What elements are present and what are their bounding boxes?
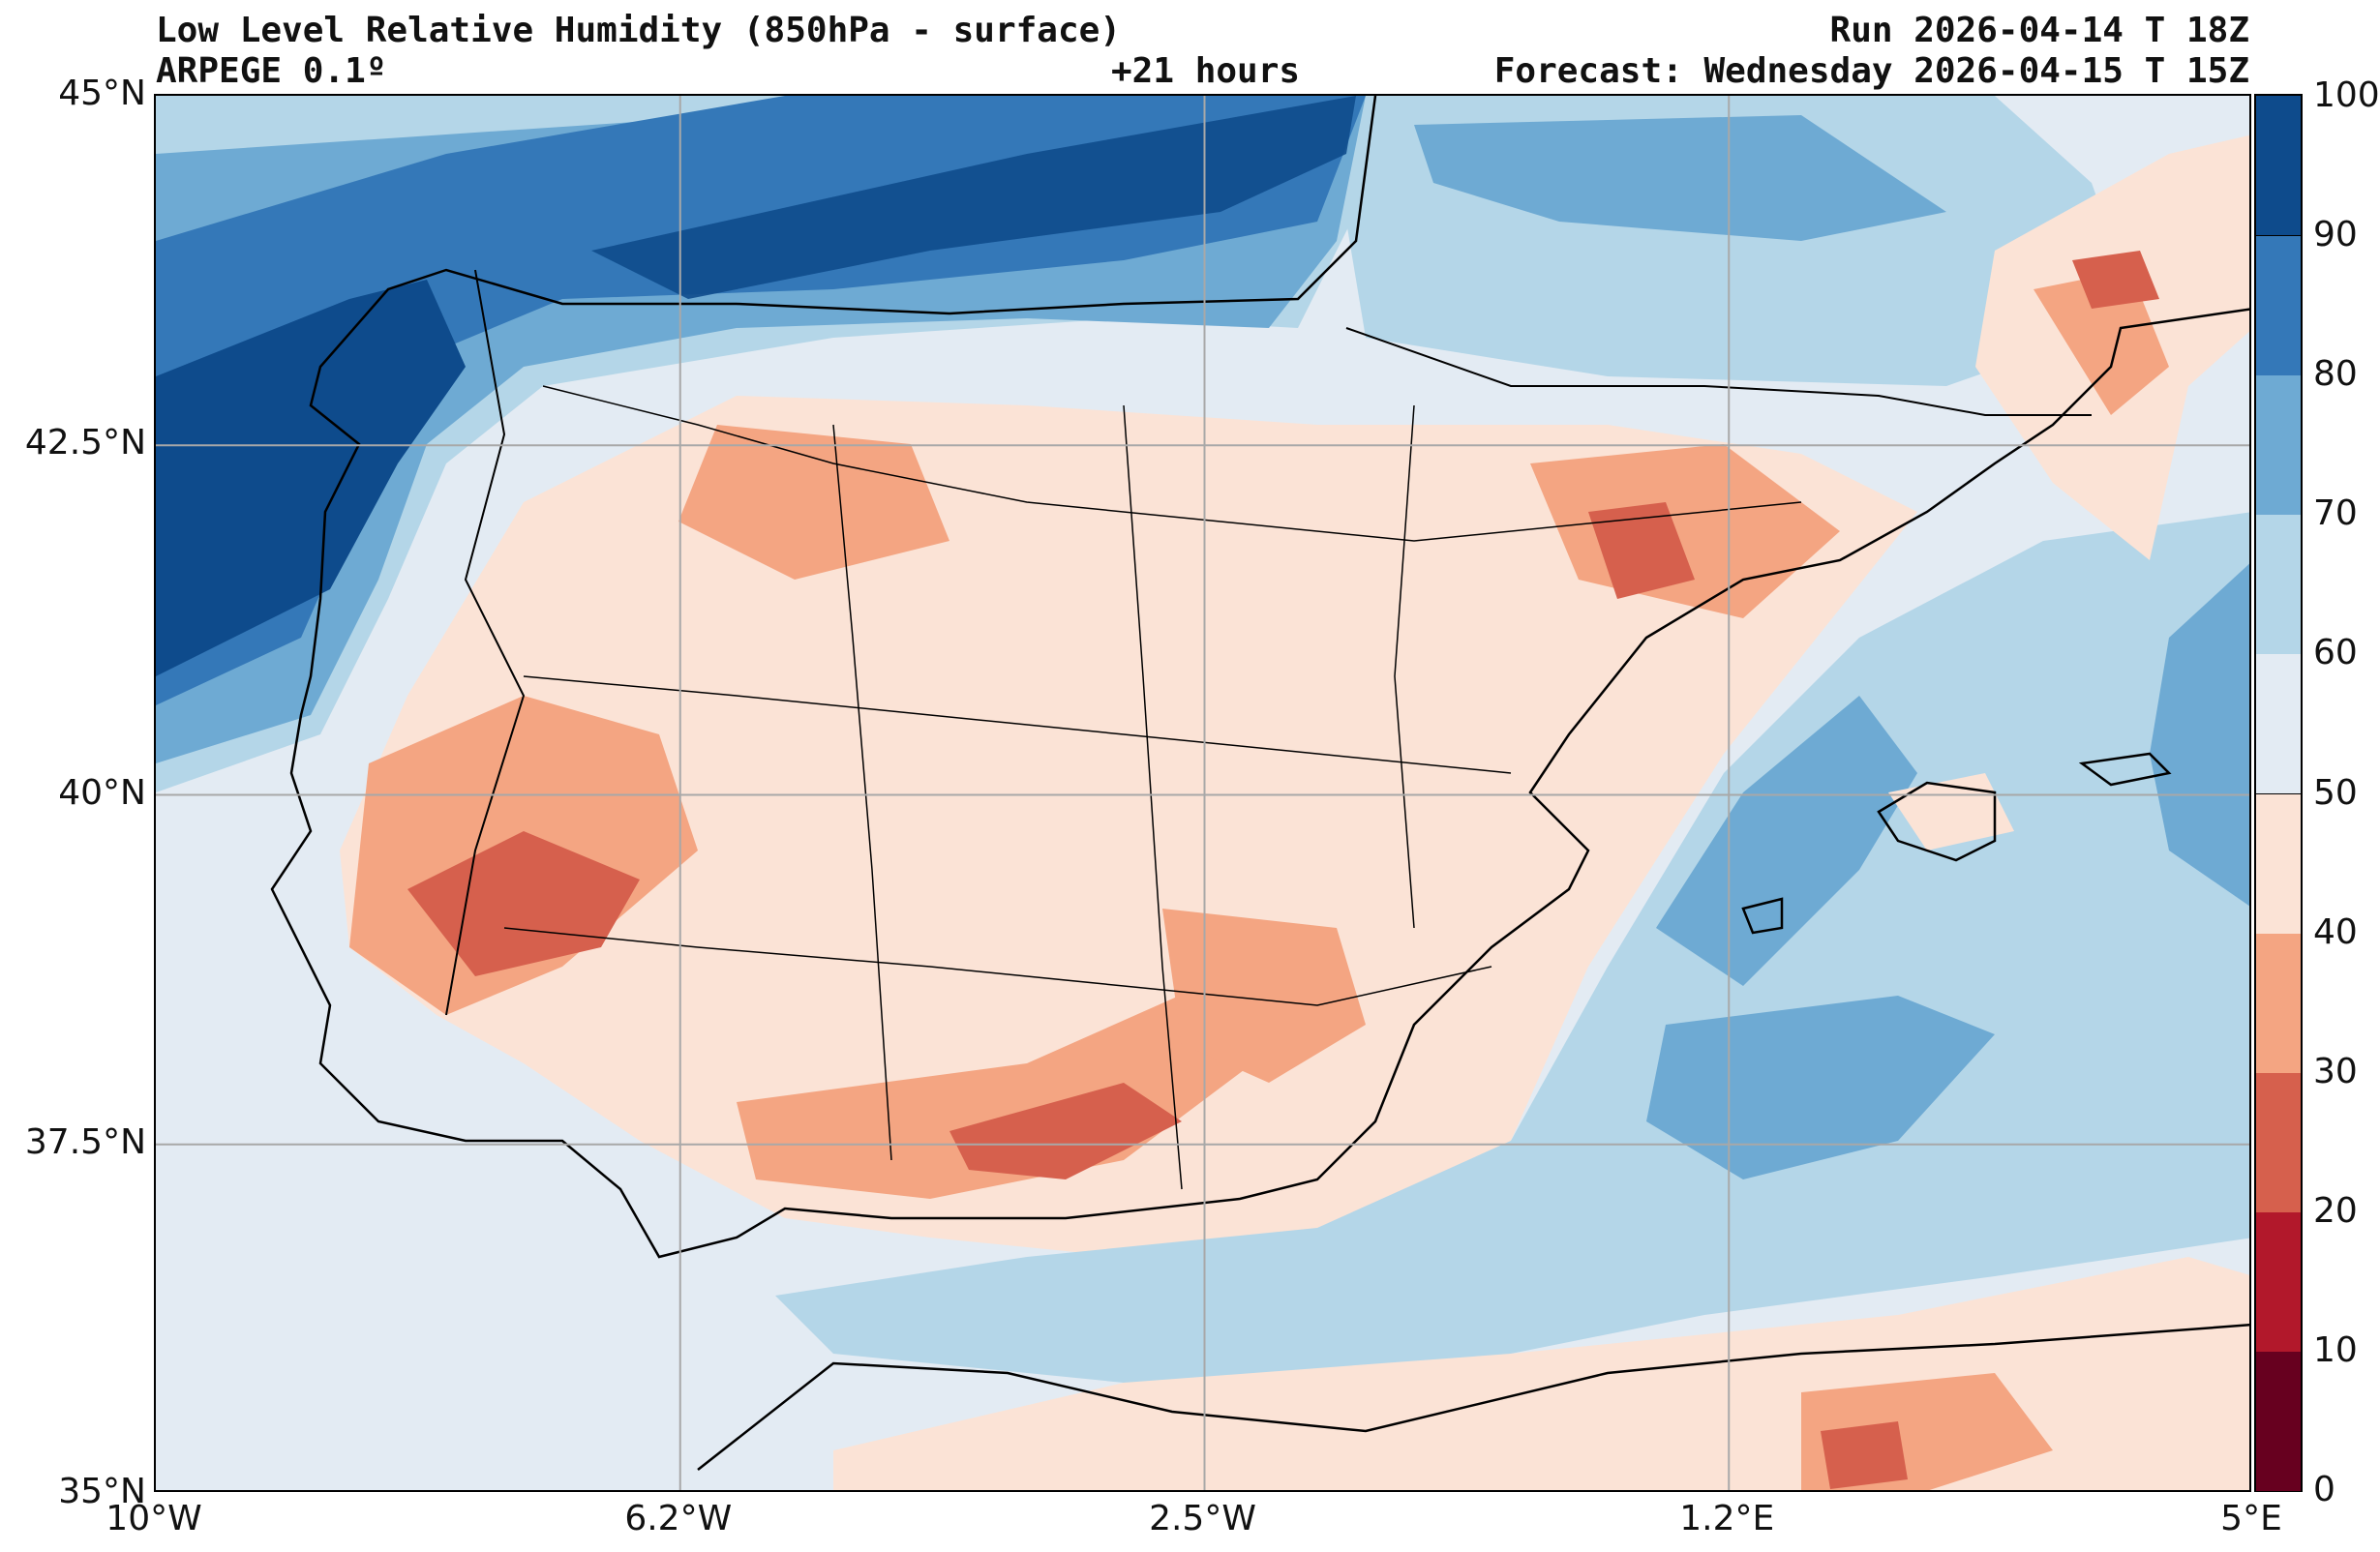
pyrenees-border [1345, 327, 2092, 416]
colorbar-segment [2256, 514, 2301, 655]
humidity-zone [2072, 251, 2159, 309]
colorbar-tick-label: 60 [2313, 633, 2358, 673]
colorbar-segment [2256, 792, 2301, 934]
latitude-tick-label: 37.5°N [24, 1121, 146, 1162]
north-africa-coastline [697, 1324, 2249, 1471]
colorbar-tick-label: 30 [2313, 1051, 2358, 1091]
model-label: ARPEGE 0.1º [156, 51, 387, 91]
humidity-zone [156, 96, 1366, 705]
colorbar-tick-label: 40 [2313, 911, 2358, 952]
colorbar-tick-label: 90 [2313, 215, 2358, 255]
colorbar-tick-label: 20 [2313, 1190, 2358, 1231]
colorbar-segment [2256, 1210, 2301, 1352]
province-border [1123, 404, 1183, 1190]
humidity-zone [949, 1083, 1182, 1179]
province-border [832, 424, 892, 1161]
province-border [542, 385, 1802, 542]
latitude-tick-label: 40°N [58, 772, 146, 813]
longitude-tick-label: 1.2°E [1679, 1499, 1775, 1538]
latitude-tick-label: 45°N [58, 74, 146, 113]
humidity-zone [1656, 696, 1917, 986]
latitude-tick-label: 35°N [58, 1472, 146, 1511]
colorbar [2254, 94, 2303, 1492]
gridlines [156, 96, 2249, 1490]
latitude-tick-label: 42.5°N [24, 423, 146, 463]
humidity-zone [678, 425, 949, 580]
map-title: Low Level Relative Humidity (850hPa - su… [156, 11, 1121, 50]
colorbar-tick-label: 10 [2313, 1329, 2358, 1370]
portugal-border [445, 269, 526, 1016]
colorbar-segment [2256, 1071, 2301, 1212]
colorbar-tick-label: 100 [2313, 75, 2380, 115]
run-label: Run 2026-04-14 T 18Z [1829, 11, 2249, 50]
province-border [503, 927, 1492, 1006]
province-border [1394, 404, 1415, 929]
colorbar-segment [2256, 374, 2301, 516]
province-border [523, 675, 1512, 774]
colorbar-segment [2256, 653, 2301, 794]
colorbar-tick-label: 80 [2313, 354, 2358, 395]
menorca-coastline [2078, 752, 2172, 787]
humidity-zone [1888, 773, 2014, 851]
ibiza-coastline [1741, 897, 1784, 935]
colorbar-segment [2256, 96, 2301, 236]
humidity-zone [340, 396, 1917, 1257]
map-canvas [156, 96, 2249, 1490]
humidity-zone [156, 280, 466, 676]
longitude-tick-label: 10°W [105, 1499, 202, 1538]
colorbar-tick-label: 70 [2313, 493, 2358, 534]
forecast-label: Forecast: Wednesday 2026-04-15 T 15Z [1493, 51, 2249, 91]
humidity-zone [2034, 270, 2169, 415]
humidity-zone [2150, 563, 2249, 907]
colorbar-segment [2256, 932, 2301, 1073]
colorbar-tick-label: 50 [2313, 772, 2358, 813]
longitude-tick-label: 6.2°W [624, 1499, 733, 1538]
longitude-tick-label: 2.5°W [1149, 1499, 1256, 1538]
humidity-zone [407, 831, 640, 976]
humidity-zone [1414, 115, 1946, 241]
humidity-zone [1588, 502, 1695, 599]
humidity-zone [591, 96, 1356, 299]
humidity-zone [1162, 909, 1366, 1083]
colorbar-tick-label: 0 [2313, 1470, 2335, 1509]
humidity-map [154, 94, 2251, 1492]
lead-time-label: +21 hours [1111, 51, 1301, 91]
longitude-tick-label: 5°E [2220, 1499, 2282, 1538]
humidity-zone [737, 986, 1279, 1199]
colorbar-segment [2256, 235, 2301, 376]
coastline [270, 96, 2249, 1259]
colorbar-segment [2256, 1350, 2301, 1491]
humidity-zone [1821, 1421, 1908, 1489]
mallorca-coastline [1877, 781, 1997, 862]
humidity-zone [1646, 996, 1995, 1179]
